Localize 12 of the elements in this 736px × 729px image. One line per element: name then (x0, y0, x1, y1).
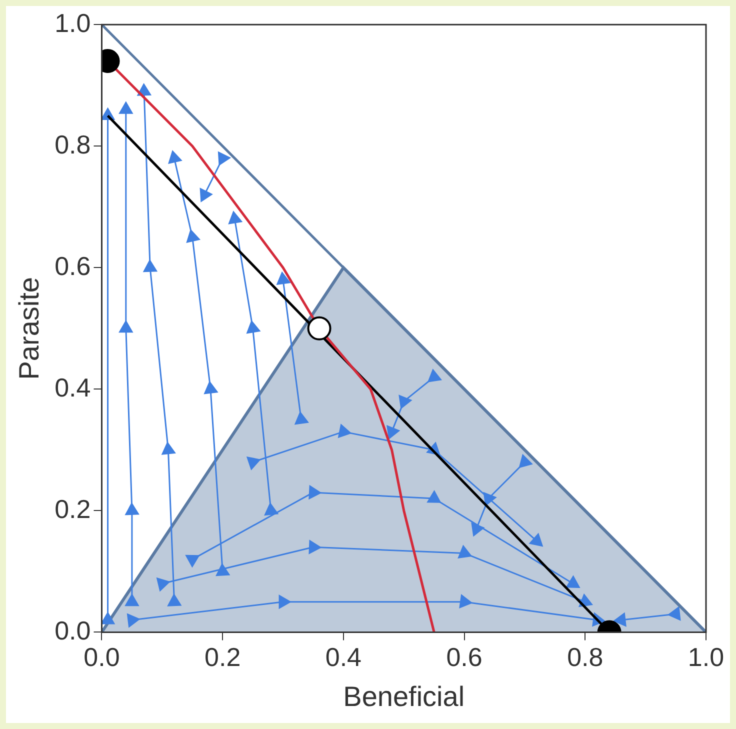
y-axis-title: Parasite (14, 277, 45, 380)
x-tick-label: 0.6 (446, 642, 482, 672)
x-tick-label: 0.4 (325, 642, 362, 672)
y-tick-label: 0.2 (54, 494, 91, 524)
x-axis-title: Beneficial (343, 680, 465, 712)
y-tick-label: 0.4 (54, 372, 91, 402)
y-tick-label: 0.6 (54, 250, 91, 281)
x-tick-label: 1.0 (688, 642, 724, 672)
x-tick-label: 0.2 (204, 642, 241, 672)
y-tick-label: 1.0 (54, 8, 91, 38)
x-tick-label: 0.8 (567, 642, 604, 672)
y-tick-label: 0.8 (54, 129, 91, 160)
